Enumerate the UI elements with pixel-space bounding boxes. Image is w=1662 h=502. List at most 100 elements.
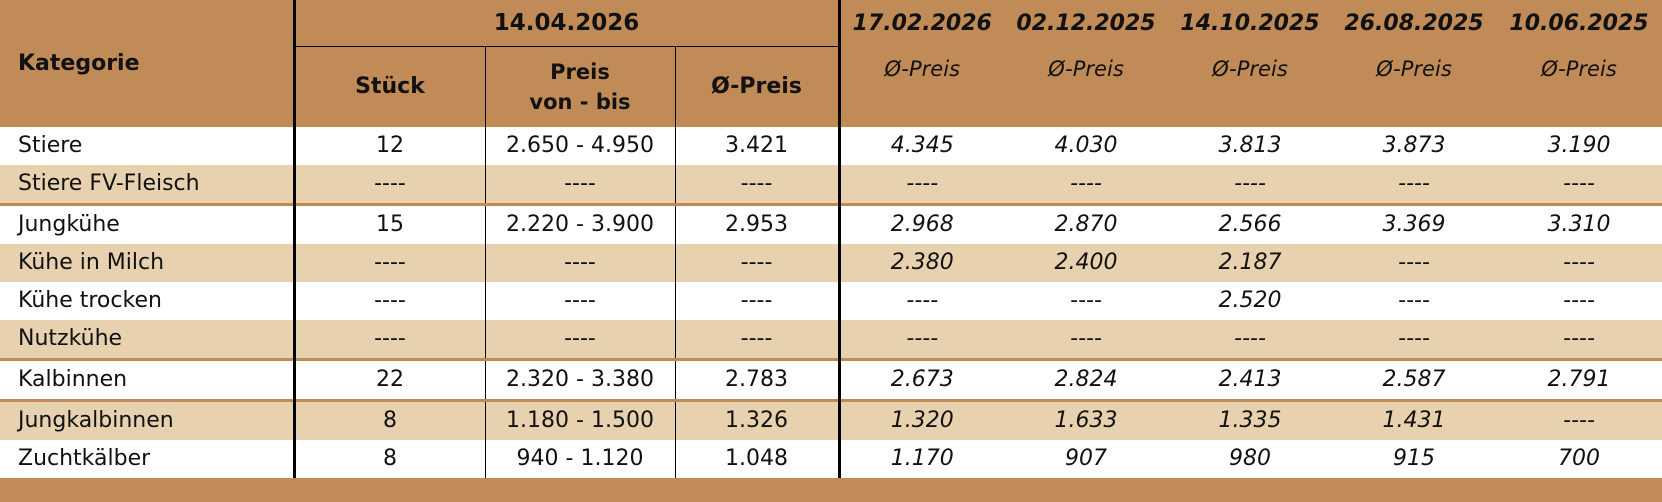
history-avg-cell: 2.824 — [1004, 357, 1169, 400]
history-avg-cell: ---- — [1496, 164, 1662, 204]
stueck-header: Stück — [292, 46, 485, 127]
history-avg-cell: ---- — [1168, 319, 1333, 359]
history-avg-cell: 2.400 — [1004, 243, 1169, 282]
history-avg-cell: ---- — [1496, 398, 1662, 440]
history-avg-cell: 1.633 — [1004, 398, 1169, 440]
stueck-cell: ---- — [292, 281, 485, 320]
preis-range-cell: 2.320 - 3.380 — [484, 357, 675, 400]
history-avg-cell: 3.369 — [1332, 202, 1497, 244]
category-cell: Zuchtkälber — [0, 439, 294, 478]
history-avg-cell: 4.030 — [1004, 126, 1169, 165]
history-avg-cell: 2.566 — [1168, 202, 1333, 244]
history-avg-cell: 3.190 — [1496, 126, 1662, 165]
history-avg-header: Ø-Preis — [1004, 46, 1169, 127]
category-cell: Kalbinnen — [0, 357, 294, 400]
history-avg-cell: 4.345 — [837, 126, 1005, 165]
table-row: Jungkalbinnen 8 1.180 - 1.500 1.326 1.320 1.6… — [0, 398, 1662, 440]
avg-price-cell: 1.326 — [674, 398, 840, 440]
preis-range-cell: ---- — [484, 164, 675, 204]
preis-range-cell: 940 - 1.120 — [484, 439, 675, 478]
history-avg-cell: 2.520 — [1168, 281, 1333, 320]
history-avg-cell: 2.413 — [1168, 357, 1333, 400]
history-avg-cell: 2.380 — [837, 243, 1005, 282]
history-avg-cell: ---- — [1496, 243, 1662, 282]
avg-price-cell: ---- — [674, 164, 840, 204]
table-row: Jungkühe 15 2.220 - 3.900 2.953 2.968 2.870 2.… — [0, 202, 1662, 244]
preis-range-header: Preis von - bis — [484, 46, 675, 127]
history-avg-cell: 1.335 — [1168, 398, 1333, 440]
category-header: Kategorie — [0, 0, 294, 127]
history-avg-header: Ø-Preis — [837, 46, 1005, 127]
stueck-cell: 12 — [292, 126, 485, 165]
history-avg-cell: ---- — [1332, 164, 1497, 204]
table-row: Zuchtkälber 8 940 - 1.120 1.048 1.170 907 980 9… — [0, 439, 1662, 478]
avg-price-cell: ---- — [674, 319, 840, 359]
history-date-header: 10.06.2025 — [1496, 0, 1662, 47]
history-avg-cell: 1.431 — [1332, 398, 1497, 440]
category-cell: Nutzkühe — [0, 319, 294, 359]
history-avg-cell: ---- — [837, 281, 1005, 320]
history-avg-header: Ø-Preis — [1332, 46, 1497, 127]
table-row: Kühe trocken ---- ---- ---- ---- ---- 2.520 ---… — [0, 281, 1662, 320]
category-cell: Stiere FV-Fleisch — [0, 164, 294, 204]
price-table: Kategorie 14.04.2026 17.02.2026 02.12.20… — [0, 0, 1662, 478]
table-row: Stiere FV-Fleisch ---- ---- ---- ---- ---- ---… — [0, 164, 1662, 204]
history-avg-cell: 2.187 — [1168, 243, 1333, 282]
history-avg-cell: 1.170 — [837, 439, 1005, 478]
history-avg-cell: 1.320 — [837, 398, 1005, 440]
history-avg-cell: ---- — [1496, 281, 1662, 320]
history-avg-cell: 2.968 — [837, 202, 1005, 244]
preis-range-cell: ---- — [484, 243, 675, 282]
current-date-header: 14.04.2026 — [292, 0, 840, 47]
history-avg-cell: 3.873 — [1332, 126, 1497, 165]
preis-range-cell: ---- — [484, 319, 675, 359]
avg-price-cell: ---- — [674, 243, 840, 282]
history-avg-cell: ---- — [1004, 164, 1169, 204]
history-avg-cell: ---- — [1332, 281, 1497, 320]
avg-price-cell: 1.048 — [674, 439, 840, 478]
avg-price-cell: 2.783 — [674, 357, 840, 400]
stueck-cell: 15 — [292, 202, 485, 244]
history-avg-header: Ø-Preis — [1168, 46, 1333, 127]
history-avg-cell: 980 — [1168, 439, 1333, 478]
category-cell: Kühe trocken — [0, 281, 294, 320]
stueck-cell: 22 — [292, 357, 485, 400]
category-cell: Jungkühe — [0, 202, 294, 244]
avg-price-cell: 3.421 — [674, 126, 840, 165]
history-date-header: 02.12.2025 — [1004, 0, 1169, 47]
history-avg-cell: 915 — [1332, 439, 1497, 478]
avg-price-cell: 2.953 — [674, 202, 840, 244]
history-avg-cell: 907 — [1004, 439, 1169, 478]
price-table-body: Stiere 12 2.650 - 4.950 3.421 4.345 4.030 3.81… — [0, 126, 1662, 478]
history-date-header: 14.10.2025 — [1168, 0, 1333, 47]
history-avg-cell: ---- — [1332, 243, 1497, 282]
stueck-cell: ---- — [292, 319, 485, 359]
category-cell: Stiere — [0, 126, 294, 165]
history-avg-cell: ---- — [837, 164, 1005, 204]
preis-range-cell: 1.180 - 1.500 — [484, 398, 675, 440]
stueck-cell: 8 — [292, 439, 485, 478]
preis-header-line2: von - bis — [529, 89, 631, 114]
history-avg-cell: ---- — [1496, 319, 1662, 359]
history-avg-cell: 3.813 — [1168, 126, 1333, 165]
stueck-cell: ---- — [292, 243, 485, 282]
history-avg-cell: 700 — [1496, 439, 1662, 478]
stueck-cell: ---- — [292, 164, 485, 204]
table-row: Kühe in Milch ---- ---- ---- 2.380 2.400 2.187… — [0, 243, 1662, 282]
history-avg-cell: ---- — [1168, 164, 1333, 204]
history-avg-cell: 2.587 — [1332, 357, 1497, 400]
history-avg-cell: 2.870 — [1004, 202, 1169, 244]
preis-range-cell: ---- — [484, 281, 675, 320]
category-cell: Kühe in Milch — [0, 243, 294, 282]
history-avg-cell: ---- — [1004, 319, 1169, 359]
preis-header-line1: Preis — [550, 59, 610, 84]
history-avg-cell: ---- — [1004, 281, 1169, 320]
history-avg-header: Ø-Preis — [1496, 46, 1662, 127]
avg-price-cell: ---- — [674, 281, 840, 320]
history-avg-cell: 3.310 — [1496, 202, 1662, 244]
history-avg-cell: ---- — [837, 319, 1005, 359]
stueck-cell: 8 — [292, 398, 485, 440]
table-row: Stiere 12 2.650 - 4.950 3.421 4.345 4.030 3.81… — [0, 126, 1662, 165]
table-row: Kalbinnen 22 2.320 - 3.380 2.783 2.673 2.824 2… — [0, 357, 1662, 400]
